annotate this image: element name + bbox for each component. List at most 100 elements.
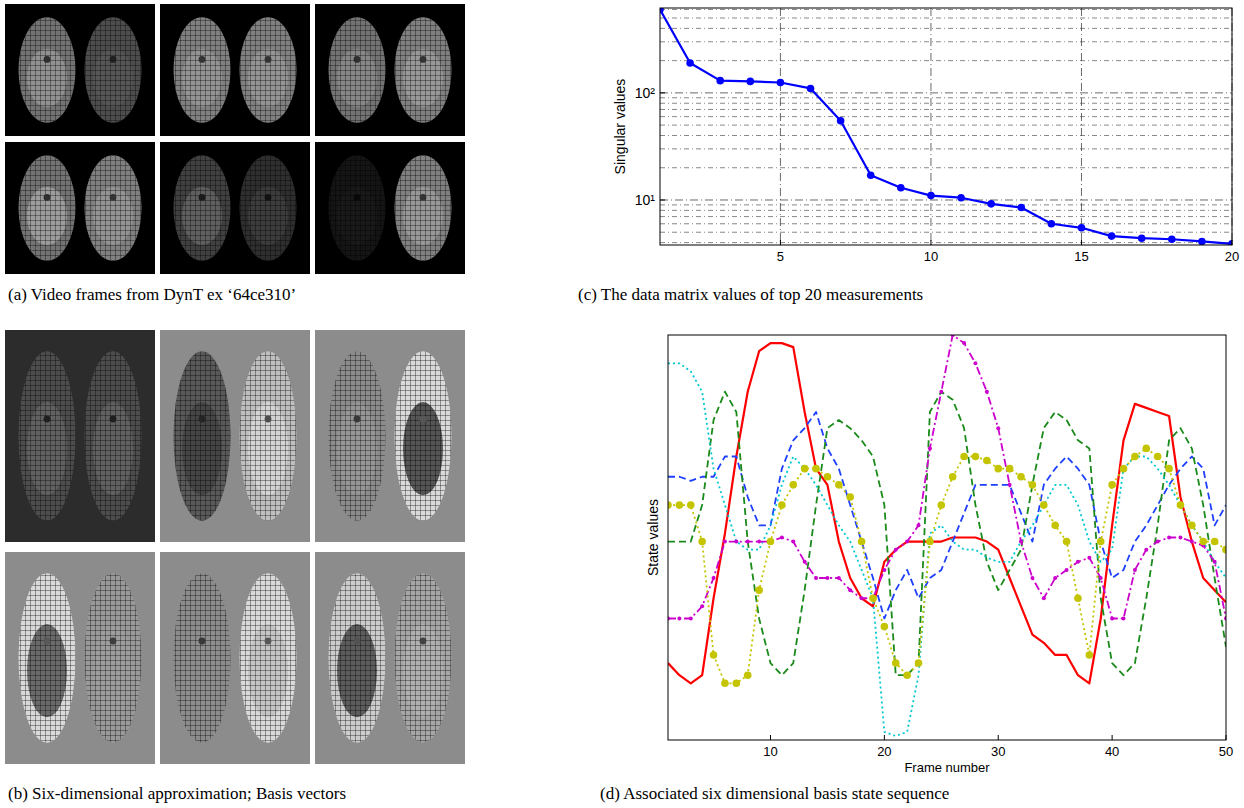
data-point bbox=[687, 501, 695, 509]
minor-grid-line bbox=[660, 103, 1232, 104]
data-point bbox=[939, 390, 943, 394]
mask-texture bbox=[85, 17, 142, 123]
mask-shape bbox=[240, 17, 297, 123]
minor-grid-line bbox=[660, 125, 1232, 126]
data-point bbox=[712, 576, 716, 580]
minor-grid-line bbox=[660, 28, 1232, 29]
data-point bbox=[1051, 522, 1059, 530]
tick-label: 20 bbox=[1225, 249, 1239, 264]
data-point bbox=[1063, 538, 1071, 546]
mask-shape bbox=[19, 17, 76, 123]
mask-shape bbox=[85, 351, 142, 521]
mask-shape bbox=[395, 155, 452, 261]
tick-label: 20 bbox=[877, 744, 891, 759]
data-point bbox=[746, 540, 750, 544]
minor-grid-line bbox=[660, 242, 1232, 243]
minor-grid-line bbox=[660, 109, 1232, 110]
mask-texture bbox=[395, 17, 452, 123]
minor-grid-line bbox=[660, 135, 1232, 136]
mask-texture bbox=[240, 351, 297, 521]
basis-image bbox=[5, 552, 155, 764]
data-point bbox=[987, 200, 995, 208]
mask-shape bbox=[395, 573, 452, 743]
mask-texture bbox=[19, 351, 76, 521]
data-group bbox=[660, 8, 1232, 245]
frame-background bbox=[315, 552, 465, 764]
data-point bbox=[882, 568, 886, 572]
series-line bbox=[660, 10, 1232, 244]
data-point bbox=[892, 659, 900, 667]
data-point bbox=[848, 588, 852, 592]
tick-mark bbox=[930, 240, 931, 245]
series-line bbox=[668, 335, 1226, 619]
minor-grid-line bbox=[660, 223, 1232, 224]
mask-hole bbox=[199, 194, 206, 201]
frame-background bbox=[5, 142, 155, 274]
data-point bbox=[677, 617, 681, 621]
minor-grid-line bbox=[660, 116, 1232, 117]
data-point bbox=[1078, 224, 1086, 232]
mask-shape bbox=[329, 17, 386, 123]
data-point bbox=[757, 540, 761, 544]
plot-frame bbox=[668, 335, 1226, 740]
data-point bbox=[1131, 453, 1139, 461]
frame-background bbox=[160, 330, 310, 542]
mask-texture bbox=[19, 573, 76, 743]
mask-hole bbox=[420, 416, 427, 423]
video-frame bbox=[160, 142, 310, 274]
data-point bbox=[1048, 220, 1056, 228]
frame-background bbox=[315, 330, 465, 542]
tick-label: 10 bbox=[763, 744, 777, 759]
data-point bbox=[1029, 481, 1037, 489]
video-frame bbox=[315, 142, 465, 274]
data-point bbox=[1065, 568, 1069, 572]
data-point bbox=[1156, 540, 1160, 544]
data-point bbox=[894, 548, 898, 552]
data-point bbox=[1142, 445, 1150, 453]
mask-hole bbox=[354, 194, 361, 201]
mask-hole bbox=[420, 194, 427, 201]
data-point bbox=[1190, 540, 1194, 544]
mask-texture bbox=[395, 155, 452, 261]
tick-label: 15 bbox=[1074, 249, 1088, 264]
mask-shape bbox=[19, 155, 76, 261]
data-point bbox=[744, 671, 752, 679]
data-point bbox=[1019, 540, 1023, 544]
data-point bbox=[789, 481, 797, 489]
series-line bbox=[668, 363, 1226, 736]
data-point bbox=[881, 623, 889, 631]
data-point bbox=[791, 540, 795, 544]
data-point bbox=[835, 481, 843, 489]
mask-texture bbox=[19, 155, 76, 261]
minor-grid-line bbox=[660, 18, 1232, 19]
mask-hole bbox=[44, 416, 51, 423]
mask-shape bbox=[19, 351, 76, 521]
minor-grid-line bbox=[660, 60, 1232, 61]
data-point bbox=[1222, 546, 1226, 554]
mask-hole bbox=[265, 194, 272, 201]
mask-texture bbox=[85, 155, 142, 261]
data-point bbox=[1076, 560, 1080, 564]
mask-hole bbox=[199, 56, 206, 63]
mask-hole bbox=[110, 638, 117, 645]
mask-texture bbox=[85, 351, 142, 521]
mask-texture bbox=[174, 17, 231, 123]
frame-background bbox=[315, 142, 465, 274]
axis-title: Singular values bbox=[612, 79, 628, 175]
mask-shape bbox=[395, 17, 452, 123]
mask-shape bbox=[174, 155, 231, 261]
data-point bbox=[1108, 232, 1116, 240]
mask-texture bbox=[395, 573, 452, 743]
data-point bbox=[1199, 538, 1207, 546]
data-point bbox=[996, 426, 1000, 430]
data-point bbox=[1144, 548, 1148, 552]
panel-caption: (c) The data matrix values of top 20 mea… bbox=[578, 285, 923, 304]
frame-background bbox=[315, 4, 465, 136]
data-point bbox=[869, 594, 877, 602]
minor-grid-line bbox=[660, 9, 1232, 10]
data-point bbox=[994, 465, 1002, 473]
series-line bbox=[668, 392, 1226, 676]
data-point bbox=[867, 172, 875, 180]
axis-title: Frame number bbox=[904, 760, 990, 775]
series-line bbox=[668, 448, 1226, 683]
